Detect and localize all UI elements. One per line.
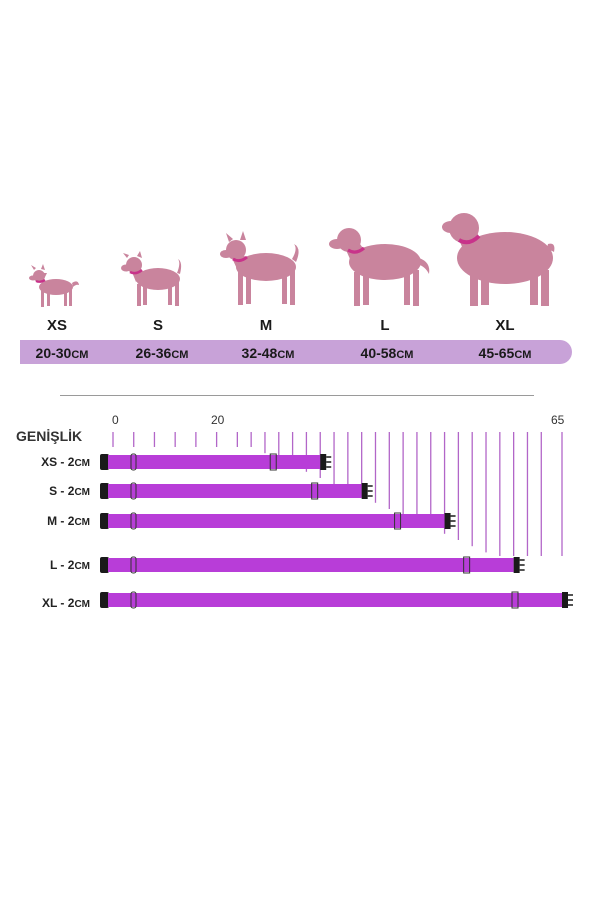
collar-label-s: S - 2CM	[49, 484, 90, 498]
size-range-band	[20, 340, 572, 364]
collar-label-xs: XS - 2CM	[41, 455, 90, 469]
tick-label-20: 20	[211, 413, 225, 427]
width-title: GENİŞLİK	[16, 428, 83, 444]
ruler	[112, 432, 563, 556]
dog-m-icon	[220, 231, 299, 305]
size-label-s: S	[152, 317, 163, 334]
size-range-xl: 45-65CM	[478, 345, 532, 361]
collar-bar	[100, 453, 332, 471]
dog-l-icon	[329, 228, 430, 306]
dog-xl-icon	[442, 213, 555, 306]
collar-bar	[100, 482, 373, 500]
collar-bars	[100, 453, 573, 609]
tick-label-0: 0	[112, 413, 119, 427]
dog-s-icon	[121, 251, 182, 306]
dog-xs-icon	[29, 264, 79, 307]
size-label-m: M	[259, 317, 273, 334]
size-range-xs: 20-30CM	[35, 345, 89, 361]
collar-bar	[100, 556, 525, 574]
collar-bar	[100, 512, 456, 530]
size-label-l: L	[380, 317, 390, 334]
section-divider	[60, 395, 534, 396]
collar-label-l: L - 2CM	[49, 558, 90, 572]
size-range-s: 26-36CM	[135, 345, 189, 361]
size-label-xl: XL	[495, 317, 515, 334]
size-range-m: 32-48CM	[241, 345, 295, 361]
tick-label-65: 65	[551, 413, 565, 427]
collar-bar	[100, 591, 573, 609]
collar-label-xl: XL - 2CM	[41, 596, 90, 610]
size-label-xs: XS	[46, 317, 67, 334]
collar-label-m: M - 2CM	[47, 514, 90, 528]
size-range-l: 40-58CM	[360, 345, 414, 361]
